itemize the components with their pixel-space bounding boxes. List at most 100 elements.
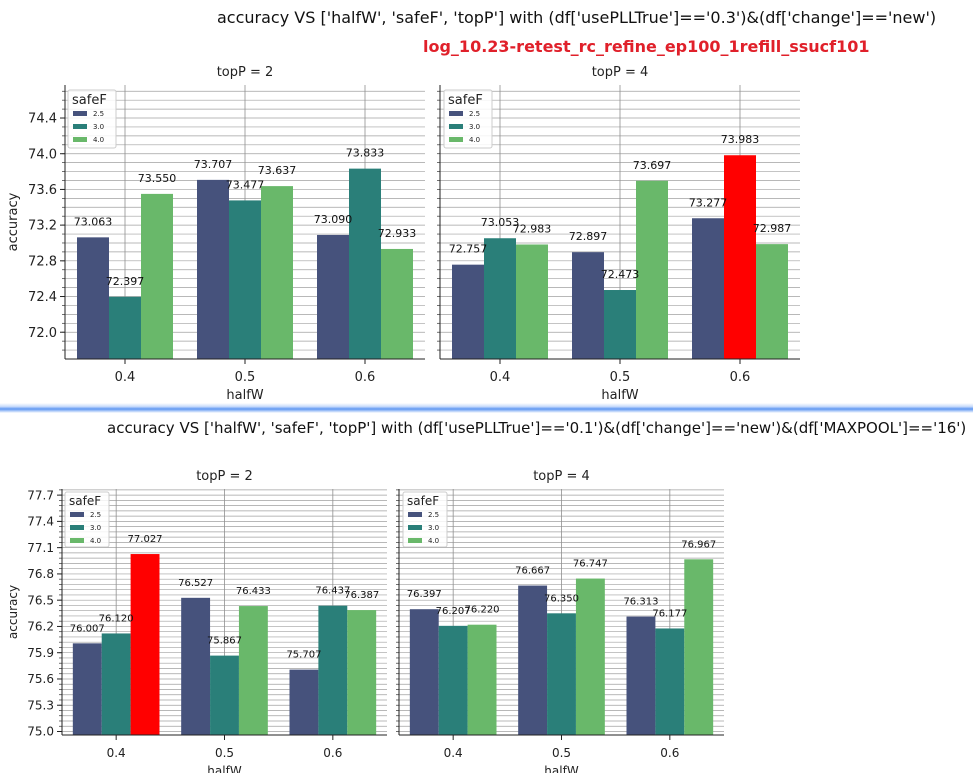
bar-value-label: 76.220 [465,605,500,616]
x-tick-label: 0.4 [115,370,136,385]
y-tick-label: 74.4 [28,112,57,127]
bar-0.6-2.5 [289,669,319,735]
legend-swatch [408,512,422,517]
bar-value-label: 73.063 [74,215,113,228]
bar-0.6-3.0 [349,168,381,359]
y-tick-label: 75.0 [27,725,54,739]
bar-0.5-3.0 [210,655,239,735]
legend-swatch [449,111,463,116]
bar-0.5-2.5 [572,252,604,359]
chart-fig1-topp2: topP = 273.06373.70773.09072.39773.47773… [6,65,425,403]
y-tick-label: 72.8 [28,254,57,269]
chart-fig1-topp4: topP = 4 72.757 72.897 73.277 73.053 72.473 73… [437,65,800,403]
legend-swatch [449,137,463,142]
bar-0.4-2.5 [72,643,102,735]
legend-box [402,491,448,548]
legend-label: 2.5 [93,110,104,118]
x-tick-label: 0.6 [730,370,751,385]
bar-0.6-2.5 [317,234,349,359]
y-tick-label: 75.6 [27,672,54,686]
legend-swatch [70,512,84,517]
bar-value-label: 76.527 [178,578,213,589]
bar-0.4-3.0 [109,296,141,359]
y-tick-label: 76.5 [27,593,54,607]
legend-label: 3.0 [469,123,480,131]
bar-0.6-4.0 [684,559,714,735]
bar-0.6-3.0 [655,628,685,735]
bar-0.5-3.0 [604,290,636,359]
bar-0.6-3.0 [318,605,348,735]
x-tick-label: 0.6 [323,746,342,760]
legend-swatch [70,538,84,543]
bar-0.5-4.0 [575,578,605,735]
legend-label: 3.0 [90,524,101,532]
legend-title: safeF [72,93,107,108]
bar-0.4-3.0 [484,238,516,359]
legend-swatch [408,538,422,543]
bar-0.5-4.0 [238,606,268,735]
legend-swatch [449,124,463,129]
bar-value-label: 76.207 [436,606,471,617]
bar-value-label: 76.177 [652,608,687,619]
legend-label: 4.0 [93,136,104,144]
bar-value-label: 76.967 [681,539,716,550]
bar-0.4-3.0 [438,625,468,735]
y-axis-label: accuracy [6,585,20,639]
bar-0.5-3.0 [229,200,261,359]
bar-value-label: 76.007 [70,623,105,634]
bar-0.5-3.0 [547,613,576,735]
bar-0.6-2.5 [626,616,656,735]
bar-0.4-4.0 [130,554,160,735]
legend-label: 3.0 [93,123,104,131]
legend-title: safeF [448,93,483,108]
bar-0.5-2.5 [197,179,229,359]
x-tick-label: 0.5 [235,370,256,385]
y-tick-label: 77.7 [27,488,54,502]
bar-value-label: 72.757 [449,243,488,256]
bar-value-label: 76.437 [315,586,350,597]
bar-value-label: 76.313 [623,597,658,608]
chart-fig2-topp4: topP = 4 76.397 76.667 76.313 76.207 76.350 76… [396,469,724,773]
y-tick-label: 73.6 [28,183,57,198]
bar-0.4-2.5 [409,609,439,735]
bar-value-label: 73.833 [346,147,385,160]
bar-0.4-2.5 [77,237,109,359]
y-tick-label: 76.8 [27,567,54,581]
bar-0.6-4.0 [756,244,788,359]
x-tick-label: 0.4 [107,746,126,760]
legend-box [443,89,493,149]
bar-0.5-4.0 [261,186,293,359]
x-tick-label: 0.5 [552,746,571,760]
bar-0.5-4.0 [636,180,668,359]
y-tick-label: 75.9 [27,646,54,660]
bar-0.6-4.0 [381,248,413,359]
x-axis-label: halfW [207,764,242,773]
bar-value-label: 72.983 [513,222,552,235]
y-tick-label: 73.2 [28,219,57,234]
bar-value-label: 73.053 [481,216,520,229]
bar-0.4-4.0 [516,244,548,359]
y-tick-label: 72.4 [28,290,57,305]
figure1-subtitle: log_10.23-retest_rc_refine_ep100_1refill… [423,37,870,56]
chart-fig2-topp2: topP = 2 76.007 76.527 75.707 76.120 75.867 76… [6,469,387,773]
bar-value-label: 73.277 [689,196,728,209]
figure-separator [0,403,973,413]
legend-label: 4.0 [90,537,101,545]
bar-0.4-2.5 [452,264,484,359]
bar-0.4-4.0 [467,624,497,735]
panel-title: topP = 4 [592,65,649,80]
legend-box [67,89,117,149]
bar-0.6-2.5 [692,218,724,359]
bar-value-label: 77.027 [128,534,163,545]
x-tick-label: 0.5 [610,370,631,385]
bar-value-label: 72.933 [378,227,417,240]
y-tick-label: 77.1 [27,541,54,555]
bar-value-label: 72.897 [569,230,608,243]
x-axis-label: halfW [544,764,579,773]
x-axis-label: halfW [226,388,263,403]
panel-title: topP = 2 [217,65,274,80]
legend-label: 4.0 [469,136,480,144]
x-tick-label: 0.4 [490,370,511,385]
bar-value-label: 73.707 [194,158,233,171]
